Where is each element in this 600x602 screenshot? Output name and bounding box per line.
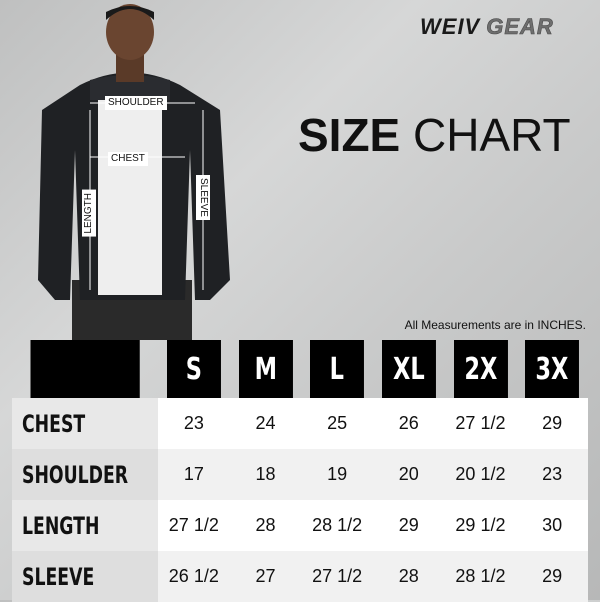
row-label-text: SHOULDER bbox=[22, 460, 129, 489]
cell: 28 bbox=[229, 500, 302, 551]
table-row: SHOULDER 17 18 19 20 20 1/2 23 bbox=[12, 449, 588, 500]
cell: 27 1/2 bbox=[301, 551, 373, 602]
row-label: LENGTH bbox=[12, 500, 158, 551]
cell: 28 1/2 bbox=[444, 551, 517, 602]
row-label-text: CHEST bbox=[22, 409, 86, 438]
cell: 29 bbox=[516, 398, 588, 449]
cell: 18 bbox=[229, 449, 302, 500]
cell: 23 bbox=[516, 449, 588, 500]
logo-part2: GEAR bbox=[486, 14, 554, 40]
table-header-row: S M L XL 2X 3X bbox=[12, 340, 588, 398]
units-note: All Measurements are in INCHES. bbox=[404, 318, 586, 332]
table-row: SLEEVE 26 1/2 27 27 1/2 28 28 1/2 29 bbox=[12, 551, 588, 602]
title-bold: SIZE bbox=[298, 109, 401, 161]
row-label: SLEEVE bbox=[12, 551, 158, 602]
row-label-text: LENGTH bbox=[22, 511, 100, 540]
size-header: M bbox=[238, 340, 293, 398]
size-header: 2X bbox=[453, 340, 508, 398]
logo-part1: WEIV bbox=[420, 14, 481, 39]
table-row: CHEST 23 24 25 26 27 1/2 29 bbox=[12, 398, 588, 449]
row-label-text: SLEEVE bbox=[22, 562, 95, 591]
cell: 17 bbox=[158, 449, 230, 500]
header-empty bbox=[30, 340, 140, 398]
cell: 28 1/2 bbox=[301, 500, 373, 551]
cell: 19 bbox=[301, 449, 373, 500]
size-header: L bbox=[310, 340, 365, 398]
row-label: CHEST bbox=[12, 398, 158, 449]
cell: 27 1/2 bbox=[444, 398, 517, 449]
size-table: S M L XL 2X 3X CHEST 23 24 25 26 27 1/2 … bbox=[12, 340, 588, 602]
title-light: CHART bbox=[413, 109, 571, 161]
page-title: SIZE CHART bbox=[298, 108, 571, 162]
length-label: LENGTH bbox=[82, 190, 96, 237]
brand-logo: WEIV GEAR bbox=[420, 14, 554, 40]
cell: 24 bbox=[229, 398, 302, 449]
cell: 27 bbox=[229, 551, 302, 602]
cell: 23 bbox=[158, 398, 230, 449]
cell: 20 bbox=[372, 449, 445, 500]
cell: 29 1/2 bbox=[444, 500, 517, 551]
sleeve-label: SLEEVE bbox=[196, 175, 210, 220]
cell: 26 bbox=[372, 398, 445, 449]
size-header: 3X bbox=[525, 340, 580, 398]
cell: 29 bbox=[516, 551, 588, 602]
model-photo: SHOULDER CHEST LENGTH SLEEVE bbox=[20, 0, 240, 340]
cell: 28 bbox=[372, 551, 445, 602]
row-label: SHOULDER bbox=[12, 449, 158, 500]
size-header: XL bbox=[381, 340, 436, 398]
cell: 25 bbox=[301, 398, 373, 449]
size-header: S bbox=[166, 340, 221, 398]
model-jacket-illustration bbox=[38, 4, 230, 340]
cell: 27 1/2 bbox=[158, 500, 230, 551]
chest-label: CHEST bbox=[108, 152, 148, 166]
cell: 20 1/2 bbox=[444, 449, 517, 500]
cell: 26 1/2 bbox=[158, 551, 230, 602]
cell: 29 bbox=[372, 500, 445, 551]
shoulder-label: SHOULDER bbox=[105, 96, 167, 110]
cell: 30 bbox=[516, 500, 588, 551]
table-row: LENGTH 27 1/2 28 28 1/2 29 29 1/2 30 bbox=[12, 500, 588, 551]
